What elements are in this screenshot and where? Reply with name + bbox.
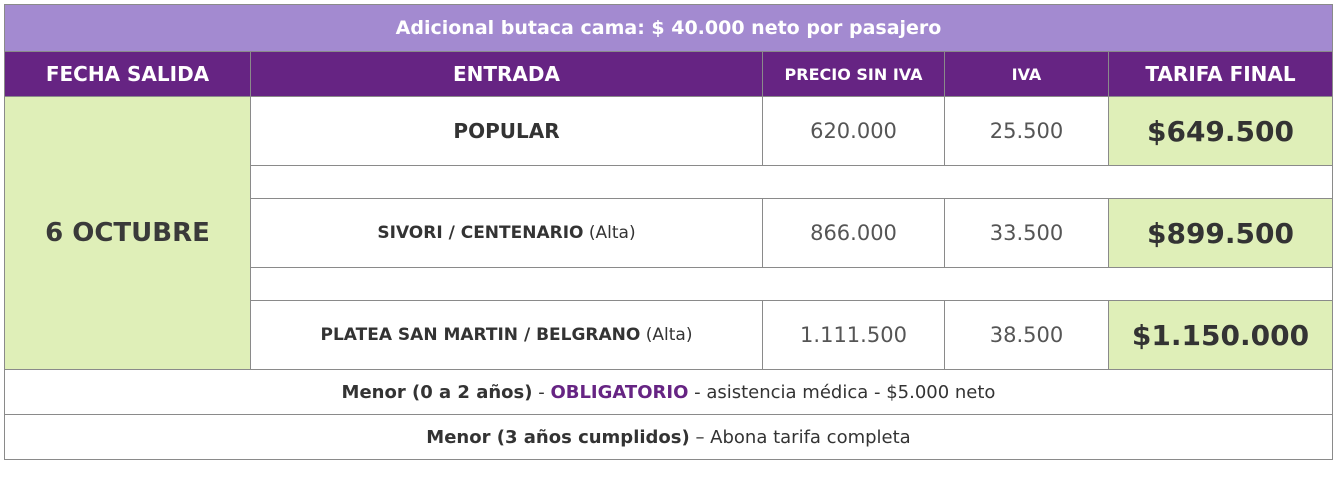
price-without-iva: 866.000 [762,198,945,268]
table-row: 6 OCTUBRE POPULAR 620.000 25.500 $649.50… [4,96,1333,370]
note-row-infant: Menor (0 a 2 años) - OBLIGATORIO - asist… [4,369,1333,415]
spacer-row [5,165,1333,199]
header-fecha-salida: FECHA SALIDA [4,51,251,97]
header-tarifa-final: TARIFA FINAL [1108,51,1333,97]
header-entrada: ENTRADA [250,51,763,97]
iva-value: 38.500 [944,300,1109,370]
table-row: SIVORI / CENTENARIO (Alta) 866.000 33.50… [5,198,1333,268]
iva-value: 25.500 [944,96,1109,166]
banner-text: Adicional butaca cama: $ 40.000 neto por… [4,4,1333,52]
tarifas-table: Adicional butaca cama: $ 40.000 neto por… [4,4,1333,460]
iva-value: 33.500 [944,198,1109,268]
final-fare: $899.500 [1108,198,1333,268]
spacer-cell [250,165,1333,199]
note-infant: Menor (0 a 2 años) - OBLIGATORIO - asist… [4,369,1333,415]
final-fare: $649.500 [1108,96,1333,166]
entry-name: SIVORI / CENTENARIO (Alta) [250,198,763,268]
header-row: FECHA SALIDA ENTRADA PRECIO SIN IVA IVA … [4,51,1333,97]
final-fare: $1.150.000 [1108,300,1333,370]
header-iva: IVA [944,51,1109,97]
price-without-iva: 1.111.500 [762,300,945,370]
price-without-iva: 620.000 [762,96,945,166]
header-precio-sin-iva: PRECIO SIN IVA [762,51,945,97]
note-row-child: Menor (3 años cumplidos) – Abona tarifa … [4,414,1333,460]
departure-date: 6 OCTUBRE [4,96,251,370]
table-row: PLATEA SAN MARTIN / BELGRANO (Alta) 1.11… [5,300,1333,370]
banner-row: Adicional butaca cama: $ 40.000 neto por… [4,4,1333,52]
spacer-cell [250,267,1333,301]
entry-name: PLATEA SAN MARTIN / BELGRANO (Alta) [250,300,763,370]
entry-name: POPULAR [250,96,763,166]
note-child: Menor (3 años cumplidos) – Abona tarifa … [4,414,1333,460]
mandatory-label: OBLIGATORIO [550,381,689,403]
spacer-row [5,267,1333,301]
